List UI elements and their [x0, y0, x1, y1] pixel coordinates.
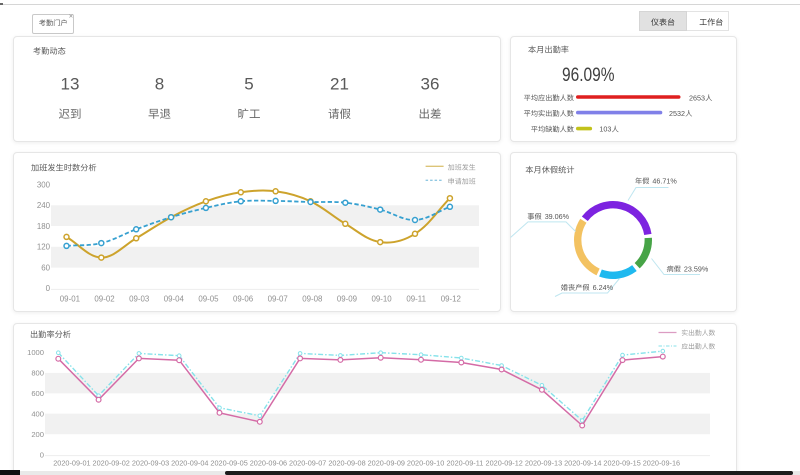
svg-text:09-12: 09-12	[441, 295, 461, 304]
svg-text:2020-09-04: 2020-09-04	[171, 458, 208, 467]
svg-text:09-07: 09-07	[268, 295, 288, 304]
svg-text:09-09: 09-09	[337, 295, 358, 304]
svg-text:09-08: 09-08	[302, 295, 323, 304]
svg-text:46.71%: 46.71%	[652, 177, 677, 186]
svg-text:09-01: 09-01	[60, 295, 80, 304]
svg-text:2020-09-06: 2020-09-06	[250, 458, 287, 467]
svg-text:2020-09-15: 2020-09-15	[603, 458, 640, 467]
svg-text:2532: 2532	[669, 109, 685, 118]
svg-text:6.24%: 6.24%	[593, 283, 614, 292]
svg-text:2020-09-01: 2020-09-01	[53, 458, 90, 467]
svg-text:09-03: 09-03	[129, 295, 150, 304]
svg-text:96.09%: 96.09%	[562, 65, 615, 86]
svg-text:800: 800	[31, 369, 44, 378]
svg-text:2020-09-09: 2020-09-09	[368, 458, 405, 467]
svg-text:09-06: 09-06	[233, 295, 254, 304]
svg-text:0: 0	[40, 450, 44, 459]
svg-text:103: 103	[599, 125, 611, 134]
svg-text:2020-09-16: 2020-09-16	[643, 458, 680, 467]
svg-text:2020-09-05: 2020-09-05	[210, 458, 247, 467]
svg-text:09-10: 09-10	[371, 295, 392, 304]
svg-text:180: 180	[37, 222, 51, 231]
svg-text:2020-09-11: 2020-09-11	[447, 458, 484, 467]
svg-text:1000: 1000	[27, 348, 44, 357]
svg-text:2020-09-02: 2020-09-02	[93, 458, 130, 467]
svg-text:×: ×	[69, 11, 73, 20]
svg-text:5: 5	[244, 75, 253, 94]
svg-text:2653: 2653	[689, 93, 705, 102]
svg-text:09-05: 09-05	[198, 295, 219, 304]
svg-text:09-02: 09-02	[94, 295, 114, 304]
svg-text:2020-09-13: 2020-09-13	[525, 458, 562, 467]
svg-text:8: 8	[155, 75, 164, 94]
svg-text:13: 13	[61, 75, 80, 94]
svg-text:21: 21	[330, 75, 349, 94]
svg-text:36: 36	[421, 75, 440, 94]
svg-text:120: 120	[37, 243, 51, 252]
svg-text:39.06%: 39.06%	[545, 212, 570, 221]
svg-text:2020-09-03: 2020-09-03	[132, 458, 169, 467]
svg-text:200: 200	[31, 430, 44, 439]
svg-text:600: 600	[31, 389, 44, 398]
svg-text:09-04: 09-04	[164, 295, 185, 304]
svg-text:240: 240	[37, 201, 51, 210]
svg-text:400: 400	[31, 409, 44, 418]
svg-text:2020-09-10: 2020-09-10	[407, 458, 444, 467]
svg-text:09-11: 09-11	[406, 295, 426, 304]
svg-text:2020-09-08: 2020-09-08	[328, 458, 365, 467]
svg-text:2020-09-12: 2020-09-12	[486, 458, 523, 467]
svg-text:300: 300	[37, 180, 51, 189]
svg-text:2020-09-07: 2020-09-07	[289, 458, 326, 467]
svg-text:2020-09-14: 2020-09-14	[564, 458, 601, 467]
svg-text:60: 60	[41, 263, 50, 272]
svg-text:0: 0	[46, 284, 51, 293]
svg-text:23.59%: 23.59%	[684, 265, 709, 274]
